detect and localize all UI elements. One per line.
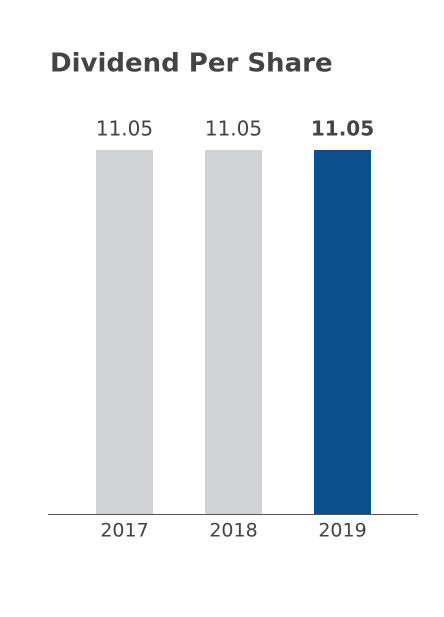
x-tick-label: 2018 bbox=[209, 520, 257, 542]
chart-title: Dividend Per Share bbox=[50, 49, 333, 79]
value-label: 11.05 bbox=[311, 117, 374, 141]
bar bbox=[96, 150, 153, 514]
bar bbox=[205, 150, 262, 514]
x-tick-label: 2019 bbox=[318, 520, 366, 542]
bar bbox=[314, 150, 371, 514]
value-label: 11.05 bbox=[96, 117, 153, 141]
value-label: 11.05 bbox=[205, 117, 262, 141]
x-tick-label: 2017 bbox=[100, 520, 148, 542]
